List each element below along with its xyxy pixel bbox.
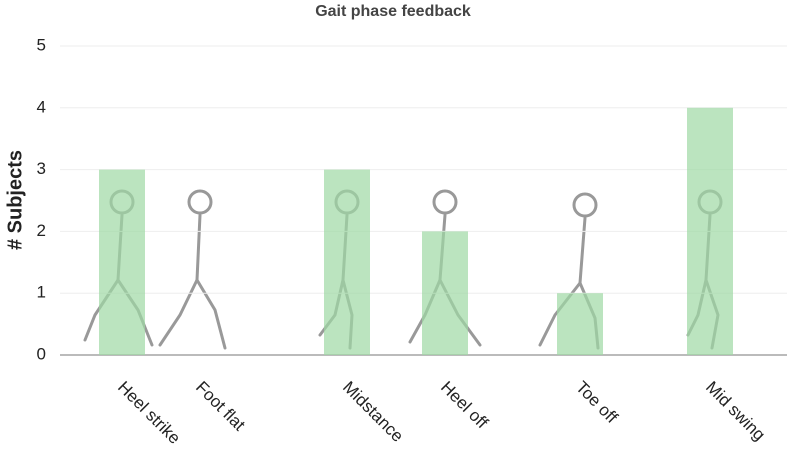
y-tick-label: 3 — [37, 159, 46, 178]
y-tick-label: 1 — [37, 283, 46, 302]
x-tick-label: Mid swing — [702, 378, 769, 445]
bar — [557, 293, 603, 355]
bar — [422, 231, 468, 355]
bar — [99, 169, 145, 355]
y-tick-label: 0 — [37, 344, 46, 363]
x-tick-label: Toe off — [572, 378, 621, 427]
figure — [158, 189, 227, 350]
y-axis-label: # Subjects — [4, 150, 26, 250]
y-tick-label: 2 — [37, 221, 46, 240]
bar — [324, 169, 370, 355]
chart-title: Gait phase feedback — [315, 3, 471, 20]
x-tick-label: Foot flat — [192, 378, 249, 435]
x-tick-label: Midstance — [339, 378, 407, 446]
bar — [687, 107, 733, 355]
walking-figures — [83, 189, 723, 350]
x-tick-label: Heel off — [437, 378, 492, 433]
y-tick-label: 5 — [37, 35, 46, 54]
x-tick-label: Heel strike — [114, 378, 184, 448]
y-tick-label: 4 — [37, 97, 46, 116]
